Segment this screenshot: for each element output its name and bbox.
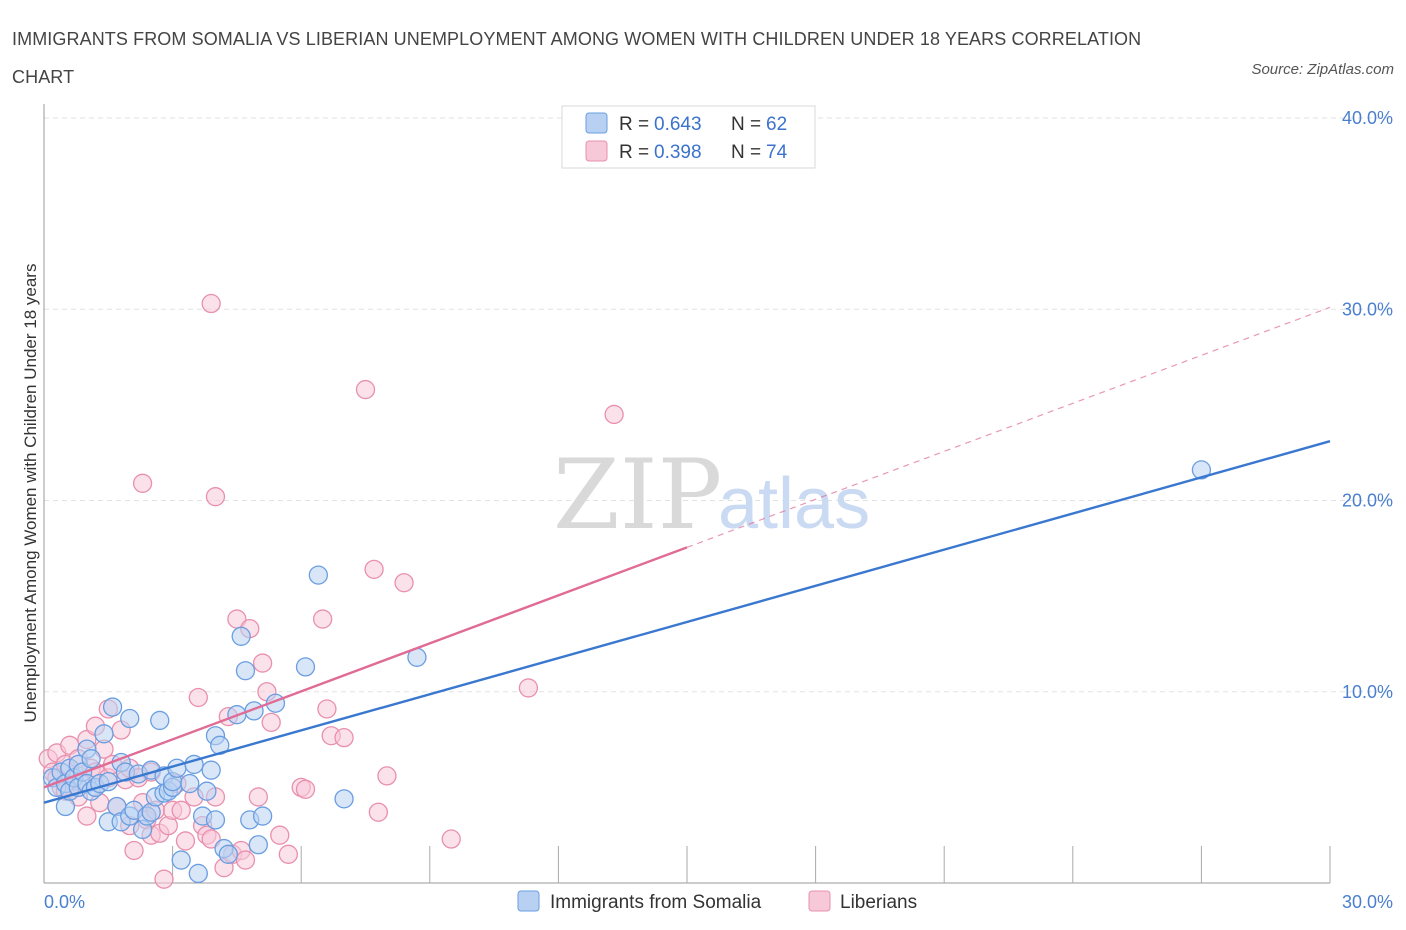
liberian-point — [394, 573, 414, 593]
chart-title: IMMIGRANTS FROM SOMALIA VS LIBERIAN UNEM… — [12, 29, 1142, 87]
x-tick-label-max: 30.0% — [1342, 892, 1393, 912]
somalia-point — [252, 806, 273, 826]
somalia-point — [171, 850, 191, 870]
liberian-points — [38, 293, 624, 889]
y-tick-label: 10.0% — [1342, 682, 1393, 702]
somalia-point — [188, 863, 208, 884]
legend-n-value-somalia: 62 — [766, 114, 787, 135]
somalia-point — [235, 661, 256, 681]
liberian-point — [171, 800, 191, 820]
somalia-point — [205, 810, 226, 830]
liberian-point — [77, 806, 97, 826]
watermark-atlas: atlas — [718, 464, 870, 544]
grid-lines — [44, 117, 1392, 693]
somalia-point — [120, 708, 140, 729]
somalia-point — [1191, 460, 1212, 480]
bottom-legend-swatch-liberian — [808, 890, 831, 912]
bottom-legend-label-somalia: Immigrants from Somalia — [550, 892, 762, 913]
liberian-point — [201, 829, 221, 849]
somalia-point — [295, 657, 316, 677]
somalia-point — [102, 697, 123, 717]
bottom-legend-swatch-somalia — [517, 890, 540, 912]
watermark: ZIP atlas — [553, 439, 870, 551]
liberian-point — [295, 779, 316, 799]
liberian-point — [334, 728, 354, 748]
somalia-point — [81, 749, 101, 769]
legend-n-label-liberian: N = — [731, 142, 766, 163]
liberian-point — [132, 473, 153, 493]
liberian-point — [248, 787, 268, 807]
somalia-point — [197, 781, 217, 801]
y-tick-label: 30.0% — [1342, 299, 1393, 319]
liberian-point — [364, 559, 384, 579]
somalia-trend-line — [43, 440, 1331, 804]
liberian-point — [518, 678, 539, 698]
somalia-point — [308, 565, 328, 585]
y-axis-title: Unemployment Among Women with Children U… — [21, 264, 40, 723]
x-tick-label-min: 0.0% — [44, 892, 85, 912]
legend-n-value-liberian: 74 — [766, 142, 788, 163]
legend-swatch-liberian — [585, 140, 608, 162]
liberian-point — [317, 699, 337, 719]
liberian-point — [368, 802, 389, 822]
liberian-point — [261, 712, 281, 732]
somalia-point — [248, 835, 268, 855]
liberian-trend-line-extension — [686, 306, 1331, 548]
legend-r-label-somalia: R = — [619, 114, 654, 135]
somalia-point — [150, 710, 170, 731]
somalia-point — [334, 789, 354, 809]
liberian-point — [235, 850, 256, 870]
liberian-point — [312, 609, 333, 629]
somalia-point — [231, 626, 251, 646]
liberian-trend-line — [43, 546, 688, 789]
liberian-point — [175, 831, 196, 851]
somalia-point — [94, 724, 114, 744]
liberian-point — [205, 487, 226, 507]
chart-source: Source: ZipAtlas.com — [1251, 61, 1394, 78]
legend-r-label-liberian: R = — [619, 142, 654, 163]
trend-lines — [43, 306, 1331, 804]
y-tick-label: 40.0% — [1342, 108, 1393, 128]
x-ticks — [172, 846, 1331, 883]
liberian-point — [201, 293, 221, 314]
y-tick-labels: 10.0% 20.0% 30.0% 40.0% — [1342, 108, 1393, 702]
somalia-point — [201, 760, 221, 780]
somalia-point — [218, 844, 238, 864]
legend-r-value-liberian: 0.398 — [654, 142, 702, 163]
y-tick-label: 20.0% — [1342, 491, 1393, 511]
liberian-point — [441, 829, 461, 849]
legend-r-value-somalia: 0.643 — [654, 114, 702, 135]
liberian-point — [270, 825, 290, 845]
watermark-zip: ZIP — [553, 439, 722, 551]
bottom-legend-label-liberian: Liberians — [840, 892, 917, 913]
liberian-point — [252, 653, 273, 673]
series-legend: Immigrants from Somalia Liberians — [517, 890, 917, 913]
liberian-point — [278, 844, 298, 864]
legend-swatch-somalia — [585, 112, 608, 134]
liberian-point — [355, 379, 376, 400]
liberian-point — [154, 869, 174, 889]
legend-n-label-somalia: N = — [731, 114, 766, 135]
liberian-point — [377, 766, 397, 786]
correlation-legend: R = 0.643 N = 62 R = 0.398 N = 74 — [561, 105, 816, 169]
liberian-point — [188, 687, 208, 708]
somalia-point — [180, 773, 200, 794]
liberian-point — [124, 840, 144, 861]
liberian-point — [604, 404, 624, 425]
